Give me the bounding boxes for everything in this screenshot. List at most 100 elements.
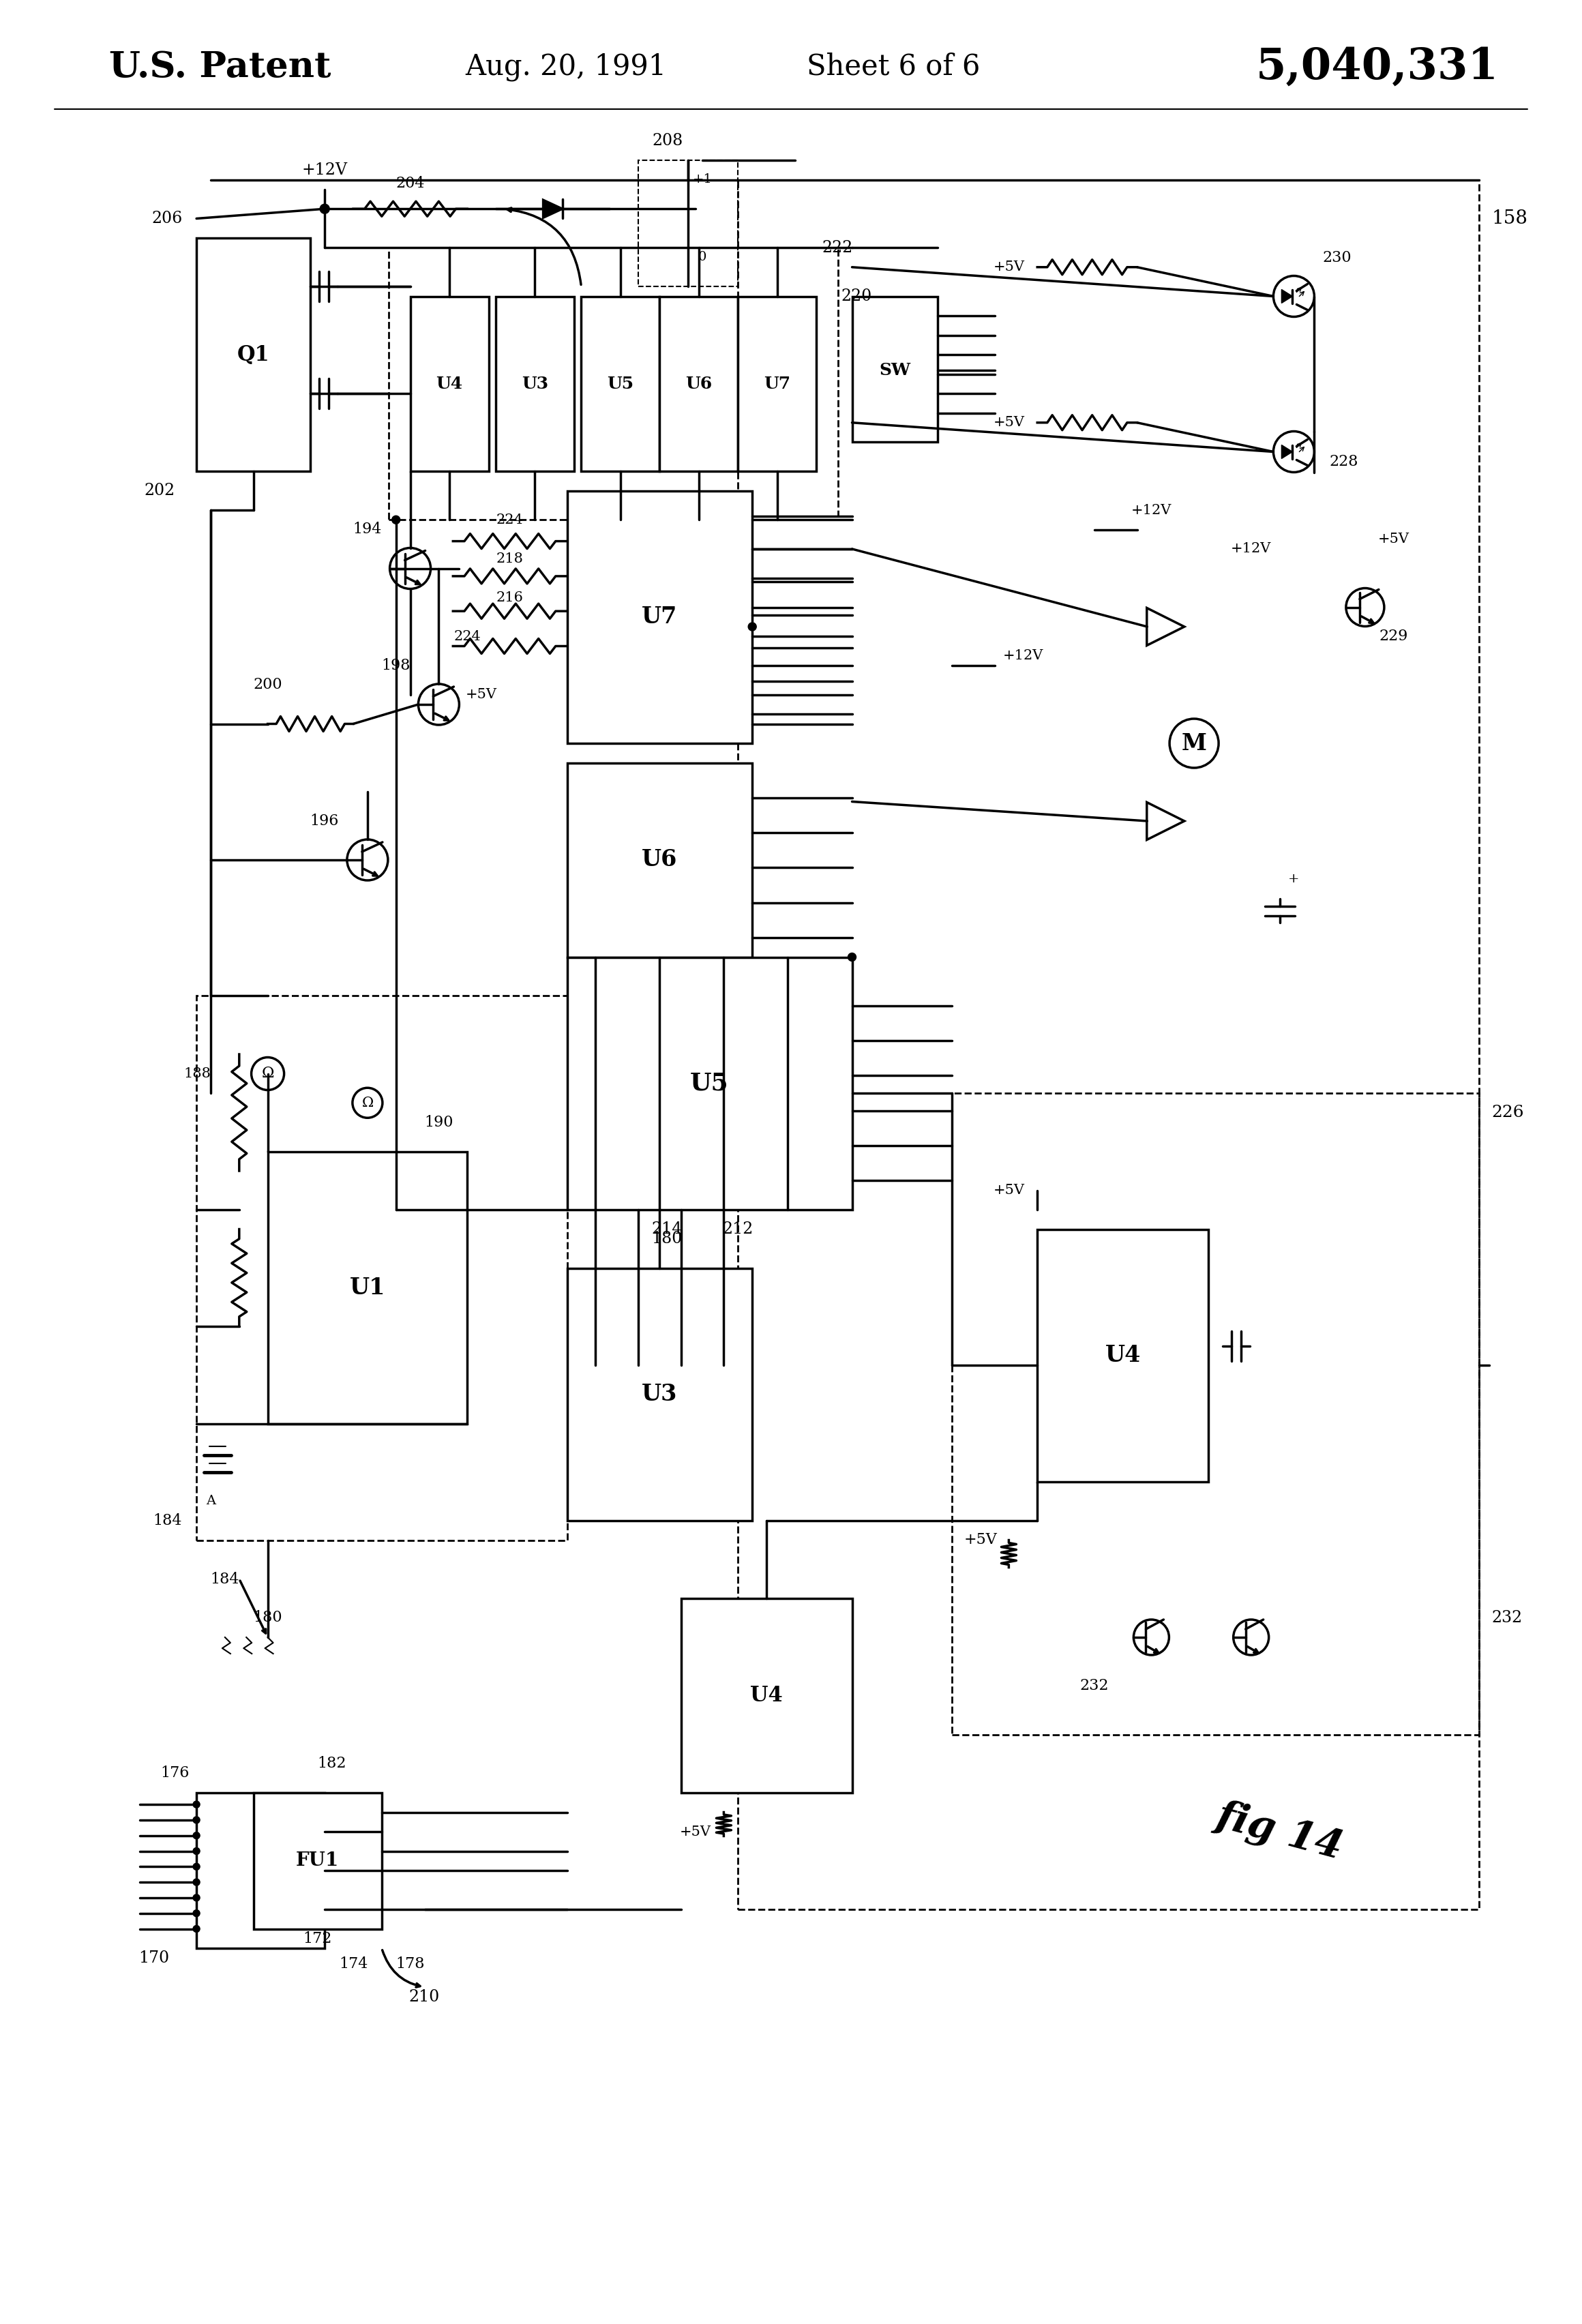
Text: 180: 180 — [253, 1611, 282, 1624]
Circle shape — [193, 1831, 199, 1838]
Text: A: A — [206, 1494, 215, 1508]
Text: Sheet 6 of 6: Sheet 6 of 6 — [807, 53, 979, 81]
Circle shape — [252, 1057, 285, 1090]
Bar — [495, 295, 574, 472]
Text: U7: U7 — [642, 607, 677, 627]
Bar — [739, 295, 816, 472]
Circle shape — [193, 1817, 199, 1824]
Circle shape — [193, 1878, 199, 1885]
Bar — [566, 490, 753, 744]
Text: 172: 172 — [304, 1931, 332, 1945]
Bar — [253, 1792, 381, 1929]
Text: U1: U1 — [350, 1276, 386, 1299]
Text: Aug. 20, 1991: Aug. 20, 1991 — [465, 53, 666, 81]
Text: SW: SW — [880, 363, 911, 379]
Text: +5V: +5V — [465, 688, 497, 702]
Text: 224: 224 — [454, 630, 481, 644]
Text: 220: 220 — [842, 288, 872, 304]
Text: U5: U5 — [607, 376, 634, 393]
Text: +12V: +12V — [1231, 541, 1272, 555]
Text: 0: 0 — [698, 251, 707, 263]
Circle shape — [353, 1088, 383, 1118]
Text: 222: 222 — [823, 239, 853, 256]
Circle shape — [321, 205, 329, 214]
Text: 206: 206 — [152, 211, 182, 225]
Text: +5V: +5V — [963, 1532, 997, 1548]
Text: 194: 194 — [353, 523, 381, 537]
Text: M: M — [1182, 732, 1207, 755]
Bar — [581, 295, 660, 472]
Circle shape — [193, 1910, 199, 1917]
Bar — [739, 179, 1479, 1910]
Circle shape — [193, 1924, 199, 1931]
Text: 184: 184 — [153, 1513, 182, 1529]
Text: +12V: +12V — [1131, 504, 1172, 516]
Text: U4: U4 — [1104, 1343, 1141, 1367]
Text: 5,040,331: 5,040,331 — [1256, 46, 1498, 88]
Text: 216: 216 — [497, 590, 524, 604]
Bar — [196, 1792, 324, 1948]
Text: 218: 218 — [497, 553, 524, 565]
Bar — [680, 1599, 853, 1792]
Bar — [410, 295, 489, 472]
Text: +12V: +12V — [302, 163, 348, 179]
Text: 208: 208 — [652, 132, 683, 149]
Bar — [566, 957, 853, 1211]
Circle shape — [193, 1864, 199, 1871]
Bar — [952, 1092, 1479, 1734]
Bar — [853, 295, 938, 442]
Circle shape — [748, 623, 756, 630]
Text: +5V: +5V — [993, 1183, 1025, 1197]
Text: 176: 176 — [161, 1766, 190, 1780]
Text: +: + — [1288, 874, 1299, 885]
Polygon shape — [543, 200, 562, 218]
Bar — [196, 237, 310, 472]
Text: 232: 232 — [1492, 1611, 1522, 1627]
Text: 230: 230 — [1323, 251, 1351, 265]
Text: FU1: FU1 — [296, 1852, 339, 1871]
Text: Ω: Ω — [261, 1067, 274, 1081]
Polygon shape — [1147, 609, 1185, 646]
Text: U7: U7 — [764, 376, 791, 393]
Text: U4: U4 — [437, 376, 464, 393]
Circle shape — [1274, 277, 1315, 316]
Text: 182: 182 — [318, 1757, 346, 1771]
Text: 228: 228 — [1329, 453, 1359, 469]
Bar — [638, 160, 739, 286]
Bar — [389, 249, 838, 521]
Bar — [660, 295, 739, 472]
Text: +5V: +5V — [680, 1824, 710, 1838]
Circle shape — [1169, 718, 1218, 767]
Text: 198: 198 — [381, 658, 410, 674]
Text: U4: U4 — [750, 1685, 783, 1706]
Bar — [566, 1269, 753, 1520]
Text: 229: 229 — [1380, 630, 1408, 644]
Polygon shape — [1281, 290, 1292, 302]
Text: +5V: +5V — [993, 416, 1025, 430]
Circle shape — [392, 516, 400, 523]
Text: 224: 224 — [497, 514, 524, 525]
Text: Q1: Q1 — [237, 344, 269, 365]
Text: U3: U3 — [522, 376, 549, 393]
Text: 174: 174 — [339, 1957, 367, 1971]
Circle shape — [320, 205, 329, 214]
Bar — [196, 997, 566, 1541]
Circle shape — [193, 1801, 199, 1808]
Text: Ω: Ω — [362, 1097, 373, 1109]
Text: U6: U6 — [685, 376, 712, 393]
Polygon shape — [1147, 802, 1185, 839]
Text: +5V: +5V — [1378, 532, 1410, 546]
Text: 178: 178 — [395, 1957, 424, 1971]
Text: U.S. Patent: U.S. Patent — [109, 49, 331, 84]
Polygon shape — [1281, 444, 1292, 458]
Text: +5V: +5V — [993, 260, 1025, 274]
Text: 202: 202 — [144, 483, 176, 497]
Circle shape — [389, 548, 430, 588]
Text: U5: U5 — [690, 1071, 729, 1095]
Circle shape — [848, 953, 856, 962]
Circle shape — [193, 1848, 199, 1855]
Text: 212: 212 — [723, 1222, 753, 1236]
Text: 210: 210 — [410, 1989, 440, 2006]
Text: 204: 204 — [395, 177, 424, 191]
Text: U6: U6 — [642, 848, 677, 872]
